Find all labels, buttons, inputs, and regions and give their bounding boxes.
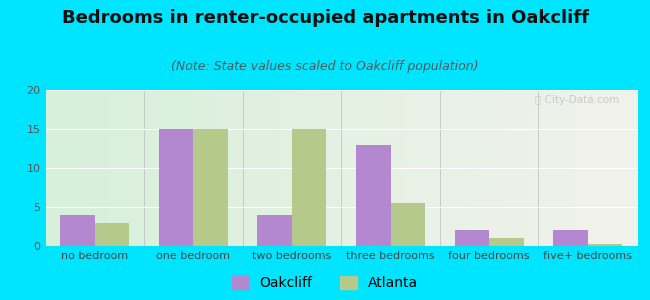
Bar — [553, 230, 588, 246]
Bar — [95, 223, 129, 246]
Bar — [588, 244, 622, 246]
Text: (Note: State values scaled to Oakcliff population): (Note: State values scaled to Oakcliff p… — [171, 60, 479, 73]
Legend: Oakcliff, Atlanta: Oakcliff, Atlanta — [232, 276, 418, 290]
Bar — [391, 203, 425, 246]
Text: ⓘ City-Data.com: ⓘ City-Data.com — [535, 95, 619, 105]
Bar — [356, 145, 391, 246]
Bar — [454, 230, 489, 246]
Bar — [489, 238, 524, 246]
Bar — [194, 129, 228, 246]
Bar — [159, 129, 194, 246]
Bar — [60, 215, 95, 246]
Bar — [292, 129, 326, 246]
Text: Bedrooms in renter-occupied apartments in Oakcliff: Bedrooms in renter-occupied apartments i… — [62, 9, 588, 27]
Bar — [257, 215, 292, 246]
